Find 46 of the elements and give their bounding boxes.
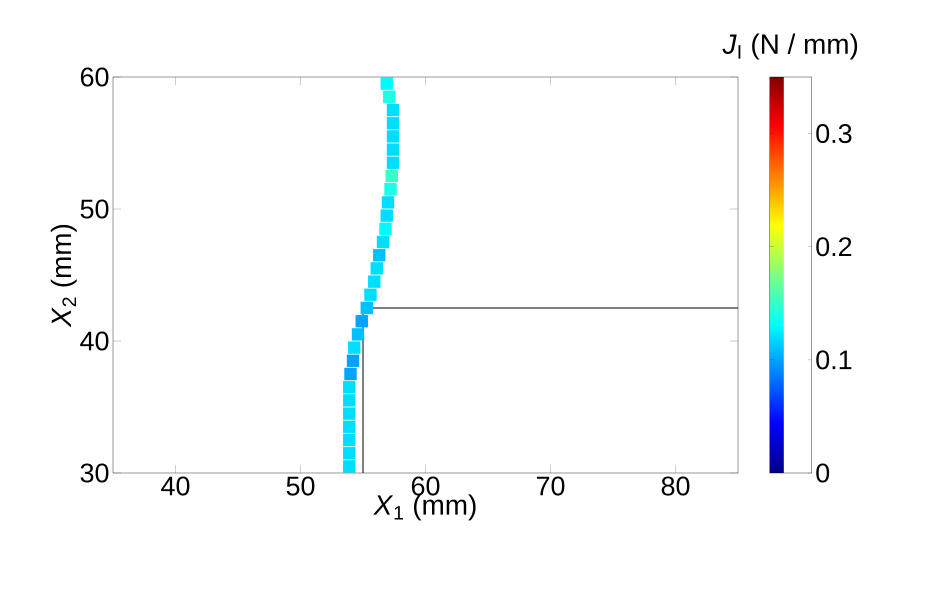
x-tick-label: 70 [536, 476, 564, 496]
y-axis-title: X$_{2}$ (mm) [50, 224, 77, 328]
color-bar-label: 0 [816, 463, 830, 483]
point [386, 170, 398, 182]
color-bar-title: J$_{I}$ (N / mm) [722, 34, 858, 60]
point [386, 143, 400, 156]
point [343, 460, 356, 473]
point [343, 434, 356, 446]
point [386, 117, 400, 130]
point [348, 341, 360, 354]
color-bar-label: 0.3 [816, 124, 852, 144]
point [382, 196, 394, 209]
point [343, 381, 356, 394]
point [376, 236, 390, 248]
point [343, 420, 356, 433]
point [370, 262, 383, 275]
color-bar-label: 0.2 [816, 237, 852, 256]
point [373, 249, 386, 262]
point [343, 407, 356, 420]
x-tick-label: 60 [412, 476, 440, 496]
point [380, 77, 393, 90]
x-tick-label: 40 [161, 476, 190, 496]
point [356, 315, 368, 328]
point [386, 156, 400, 169]
point [346, 354, 360, 367]
y-tick-label: 30 [80, 463, 108, 483]
point [386, 104, 400, 116]
point [352, 328, 364, 341]
point [343, 394, 356, 407]
y-tick-label: 50 [80, 199, 108, 219]
y-tick-label: 40 [80, 331, 108, 351]
point [386, 130, 400, 143]
y-tick-label: 60 [80, 67, 108, 87]
color-bar-label: 0.1 [816, 350, 852, 370]
point [364, 288, 377, 301]
point [344, 368, 357, 380]
x-tick-label: 50 [286, 476, 314, 496]
point [343, 447, 356, 460]
point [384, 183, 397, 196]
x-axis-title: X$_{1}$ (mm) [373, 494, 476, 520]
point [360, 302, 373, 314]
point [379, 222, 392, 235]
point [368, 275, 380, 288]
point [380, 209, 393, 222]
x-tick-label: 80 [662, 476, 690, 496]
point [383, 90, 396, 103]
